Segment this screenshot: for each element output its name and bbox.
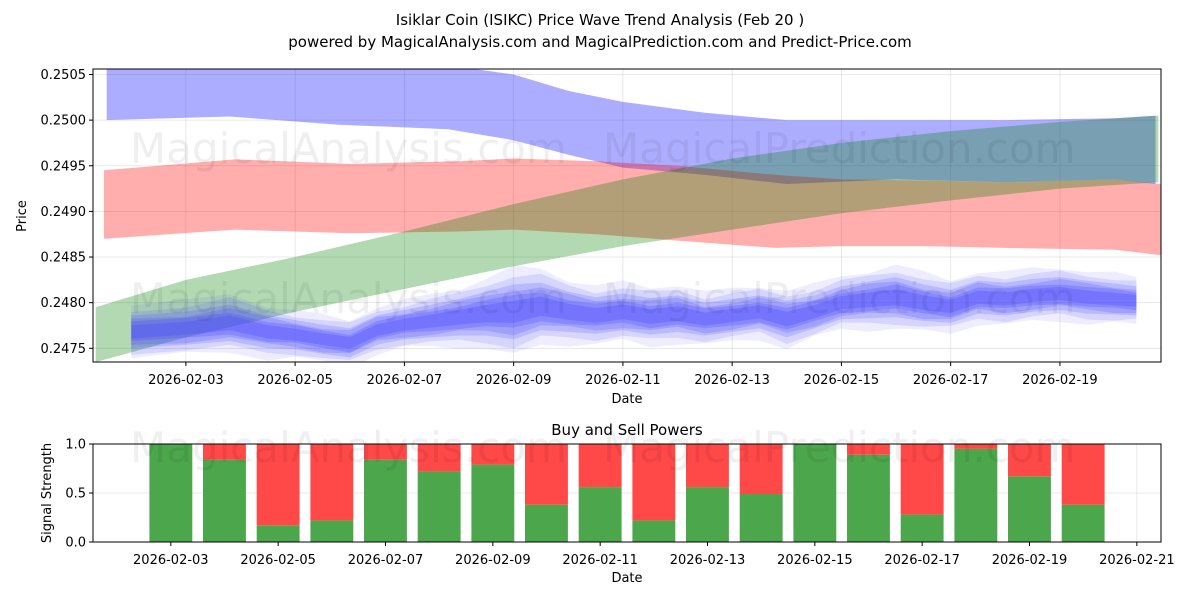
price-plot: MagicalAnalysis.com MagicalPrediction.co…	[15, 68, 1162, 407]
buy-sell-plot: Buy and Sell Powers MagicalAnalysis.com …	[40, 421, 1175, 586]
buy-bar	[256, 525, 300, 542]
blue-upper-band	[106, 69, 1156, 184]
sell-bar	[847, 444, 890, 455]
price-wave	[131, 264, 1137, 362]
bottom-x-tick-label: 2026-02-13	[670, 553, 746, 568]
bottom-y-tick-label: 1.0	[65, 438, 86, 453]
watermark-bottom-left: MagicalAnalysis.com	[130, 423, 567, 472]
top-y-tick-label: 0.2495	[41, 159, 87, 174]
buy-bar	[471, 464, 515, 542]
buy-sell-title: Buy and Sell Powers	[551, 421, 703, 439]
top-y-tick-label: 0.2480	[41, 296, 87, 311]
chart-subtitle: powered by MagicalAnalysis.com and Magic…	[288, 33, 912, 51]
price-wave-band-layer	[131, 287, 1137, 349]
buy-bar	[847, 454, 890, 542]
bottom-x-tick-label: 2026-02-09	[455, 553, 531, 568]
sell-bar	[954, 444, 998, 449]
buy-bar	[364, 459, 407, 542]
sell-bar	[364, 444, 407, 460]
buy-bar	[632, 520, 676, 542]
bottom-x-ticks: 2026-02-03 2026-02-05 2026-02-07 2026-02-09…	[133, 542, 1175, 568]
top-x-tick-label: 2026-02-05	[257, 373, 333, 388]
price-wave-band-layer	[131, 264, 1137, 362]
top-y-tick-label: 0.2490	[41, 205, 87, 220]
top-x-tick-label: 2026-02-15	[804, 373, 880, 388]
bottom-x-axis-label: Date	[611, 571, 642, 586]
buy-bar	[149, 444, 193, 542]
bottom-x-tick-label: 2026-02-15	[777, 553, 853, 568]
top-x-tick-label: 2026-02-09	[476, 373, 552, 388]
watermark-mid-right: MagicalPrediction.com	[603, 274, 1076, 323]
price-wave-band-layer	[131, 284, 1137, 353]
watermark-top-left: MagicalAnalysis.com	[130, 124, 567, 173]
price-wave-band-layer	[131, 277, 1137, 358]
watermark-mid-left: MagicalAnalysis.com	[130, 274, 567, 323]
bottom-y-ticks: 0.0 0.5 1.0	[65, 438, 93, 551]
price-wave-band-layer	[131, 270, 1137, 360]
top-x-tick-label: 2026-02-13	[694, 373, 770, 388]
top-x-ticks: 2026-02-03 2026-02-05 2026-02-07 2026-02-09…	[148, 362, 1098, 388]
watermark-bottom-right: MagicalPrediction.com	[603, 423, 1076, 472]
top-grid	[93, 69, 1161, 362]
top-x-axis-label: Date	[611, 392, 642, 407]
sell-bar	[686, 444, 729, 488]
bottom-y-tick-label: 0.5	[65, 487, 86, 502]
sell-bar	[256, 444, 300, 526]
bottom-y-tick-label: 0.0	[65, 536, 86, 551]
buy-bar	[739, 494, 783, 542]
top-x-tick-label: 2026-02-11	[585, 373, 661, 388]
top-x-tick-label: 2026-02-17	[913, 373, 989, 388]
bottom-x-tick-label: 2026-02-03	[133, 553, 209, 568]
top-x-tick-label: 2026-02-07	[367, 373, 443, 388]
top-y-tick-label: 0.2485	[41, 251, 87, 266]
sell-bar	[1008, 444, 1051, 477]
bottom-x-tick-label: 2026-02-07	[348, 553, 424, 568]
top-y-tick-label: 0.2475	[41, 342, 87, 357]
sell-bar	[578, 444, 622, 488]
bottom-y-axis-label: Signal Strength	[40, 443, 55, 543]
buy-bar	[1008, 476, 1051, 542]
sell-bar	[525, 444, 568, 505]
sell-bar	[203, 444, 246, 460]
buy-bar	[686, 487, 729, 542]
watermark-top-right: MagicalPrediction.com	[603, 124, 1076, 173]
buy-bar	[954, 448, 998, 542]
top-bands	[95, 69, 1161, 362]
sell-bar	[417, 444, 461, 472]
green-trend-band	[95, 115, 1159, 362]
buy-bar	[310, 520, 354, 542]
bottom-x-tick-label: 2026-02-05	[240, 553, 316, 568]
top-x-tick-label: 2026-02-03	[148, 373, 224, 388]
top-y-tick-label: 0.2500	[41, 114, 87, 129]
sell-bar	[1061, 444, 1105, 505]
sell-bar	[900, 444, 944, 515]
top-y-axis-label: Price	[15, 200, 30, 232]
bottom-x-tick-label: 2026-02-11	[562, 553, 638, 568]
price-wave-band-layer	[131, 279, 1137, 354]
top-x-tick-label: 2026-02-19	[1022, 373, 1098, 388]
bottom-x-tick-label: 2026-02-21	[1099, 553, 1175, 568]
chart-title: Isiklar Coin (ISIKC) Price Wave Trend An…	[396, 11, 804, 29]
top-y-tick-label: 0.2505	[41, 68, 87, 83]
buy-bar	[793, 444, 837, 542]
bottom-x-tick-label: 2026-02-19	[992, 553, 1068, 568]
top-y-ticks: 0.2475 0.2480 0.2485 0.2490 0.2495 0.2500 0.25…	[41, 68, 93, 357]
buy-bar	[900, 514, 944, 542]
sell-bar	[632, 444, 676, 521]
buy-bar	[417, 471, 461, 542]
sell-bar	[471, 444, 515, 465]
buy-bar	[578, 487, 622, 542]
top-plot-frame	[92, 68, 1162, 363]
buy-sell-bars	[149, 444, 1105, 542]
bottom-x-tick-label: 2026-02-17	[884, 553, 960, 568]
red-middle-band	[103, 158, 1161, 256]
sell-bar	[739, 444, 783, 494]
buy-bar	[1061, 504, 1105, 542]
buy-bar	[203, 459, 246, 542]
buy-bar	[525, 504, 568, 542]
sell-bar	[310, 444, 354, 521]
